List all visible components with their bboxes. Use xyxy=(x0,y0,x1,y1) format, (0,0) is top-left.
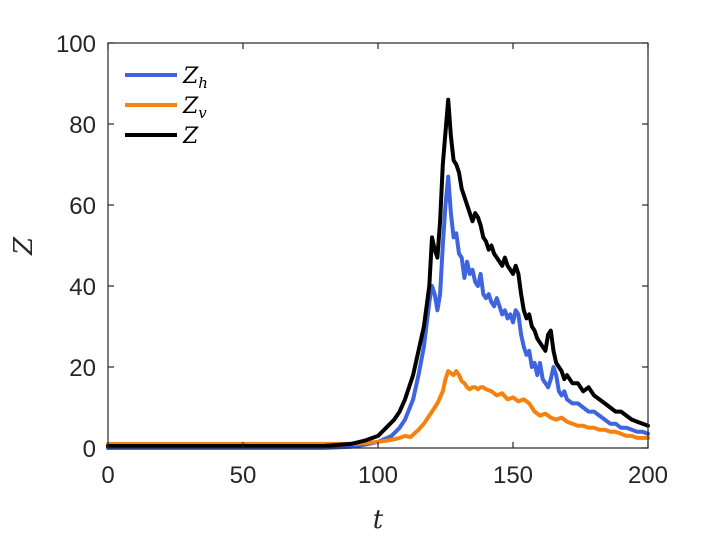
legend-item-z: Z xyxy=(125,124,199,149)
x-tick-label: 150 xyxy=(493,462,533,489)
series-line-z-h xyxy=(106,174,650,450)
legend-label: Zh xyxy=(182,64,208,92)
y-tick-label: 60 xyxy=(69,193,96,220)
x-axis-label: t xyxy=(373,505,384,535)
y-tick-label: 20 xyxy=(69,355,96,382)
x-tick-label: 50 xyxy=(230,462,257,489)
legend-item-z-h: Zh xyxy=(125,64,208,92)
y-tick-label: 80 xyxy=(69,112,96,139)
legend-label: Zv xyxy=(182,94,207,122)
legend-item-z-v: Zv xyxy=(125,94,207,122)
series-layer xyxy=(106,97,650,450)
y-axis-label: Z xyxy=(9,236,39,256)
y-tick-label: 0 xyxy=(83,436,96,463)
y-tick-label: 100 xyxy=(56,31,96,58)
series-line-z-v xyxy=(106,369,650,446)
x-tick-label: 200 xyxy=(628,462,668,489)
series-line-z xyxy=(106,97,650,448)
x-tick-label: 100 xyxy=(358,462,398,489)
x-tick-label: 0 xyxy=(101,462,114,489)
legend-label: Z xyxy=(182,124,199,149)
y-tick-label: 40 xyxy=(69,274,96,301)
ticks-layer: 0 50 100 150 200 0 20 40 60 80 100 xyxy=(56,31,668,489)
